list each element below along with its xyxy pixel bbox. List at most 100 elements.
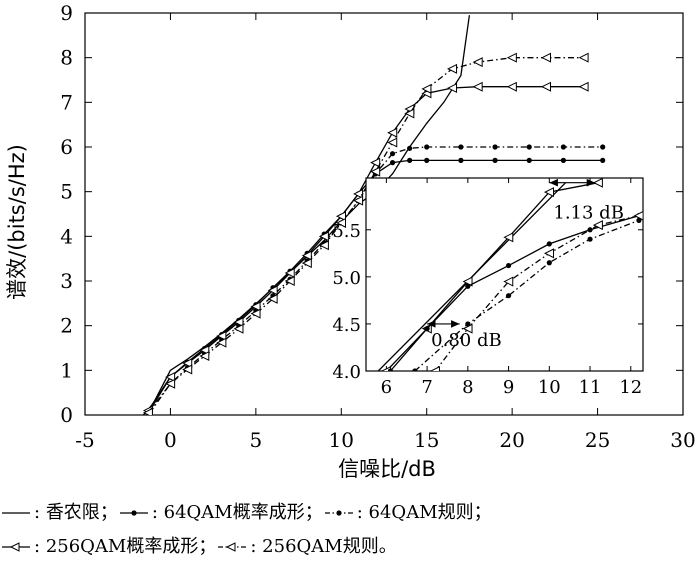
inset-data-point xyxy=(505,293,512,299)
main-y-tick-label: 9 xyxy=(60,1,73,25)
inset-data-point xyxy=(546,241,552,247)
annotation-label-1: 0.80 dB xyxy=(431,330,502,351)
main-y-tick-label: 2 xyxy=(60,314,73,338)
main-data-point xyxy=(318,231,329,242)
main-y-tick-label: 4 xyxy=(60,224,73,248)
main-data-point xyxy=(407,145,413,151)
inset-series-line xyxy=(414,219,640,371)
main-data-point xyxy=(578,52,589,63)
main-x-tick-label: 0 xyxy=(164,428,177,452)
legend-separator: ； xyxy=(99,502,118,523)
main-data-point xyxy=(335,217,346,228)
inset-series-line xyxy=(434,215,640,371)
inset-x-tick-label: 10 xyxy=(538,377,561,398)
inset-data-point xyxy=(429,365,440,371)
y-axis-label: 谱效/(bits/s/Hz) xyxy=(5,144,29,300)
main-y-tick-label: 1 xyxy=(60,358,73,382)
main-data-point xyxy=(424,157,430,163)
main-data-point xyxy=(216,337,227,348)
main-data-point xyxy=(182,358,193,369)
main-data-point xyxy=(506,52,517,63)
main-series-line xyxy=(149,146,603,414)
main-x-tick-label: -5 xyxy=(75,428,94,452)
inset-data-point xyxy=(636,217,642,223)
legend-line-1: : 香农限； : 64QAM概率成形； : 64QAM规则； xyxy=(0,496,700,530)
main-data-point xyxy=(540,52,552,63)
inset-series-3 xyxy=(429,210,643,371)
main-x-tick-label: 15 xyxy=(414,428,439,452)
inset-data-point xyxy=(465,321,471,327)
main-y-tick-label: 3 xyxy=(60,269,73,293)
main-data-point xyxy=(284,275,295,287)
main-y-tick-label: 0 xyxy=(60,403,73,427)
inset-y-tick-label: 5.0 xyxy=(332,268,361,289)
main-x-tick-label: 5 xyxy=(249,428,262,452)
legend-entry-256qam-reg: : 256QAM规则。 xyxy=(216,530,397,564)
main-data-point xyxy=(335,211,346,222)
main-data-point xyxy=(301,258,312,269)
legend-label-shannon: 香农限 xyxy=(45,502,100,523)
main-data-point xyxy=(267,293,278,304)
annotation-label-0: 1.13 dB xyxy=(553,203,624,224)
main-data-point xyxy=(284,267,295,278)
main-x-tick-label: 30 xyxy=(670,428,695,452)
inset-data-point xyxy=(465,283,471,289)
legend-swatch-dashdot-dot xyxy=(324,510,353,516)
main-data-point xyxy=(421,83,432,94)
inset-series-4 xyxy=(412,217,642,371)
main-data-point xyxy=(250,308,261,319)
main-data-point xyxy=(458,157,464,163)
main-y-tick-label: 6 xyxy=(60,135,73,159)
main-data-point xyxy=(370,157,381,168)
main-data-point xyxy=(233,317,244,328)
main-data-point xyxy=(216,330,227,341)
main-data-point xyxy=(404,108,415,119)
inset-data-point xyxy=(387,368,394,371)
legend-entry-64qam-reg: : 64QAM规则； xyxy=(323,496,492,530)
inset-data-point xyxy=(543,187,555,198)
main-data-point xyxy=(578,81,589,92)
main-data-point xyxy=(182,364,193,375)
inset-data-point xyxy=(503,276,514,287)
main-data-point xyxy=(447,63,458,74)
main-data-point xyxy=(407,157,413,163)
legend-label-64qam-ps: 64QAM概率成形 xyxy=(163,502,305,523)
main-data-point xyxy=(540,81,552,92)
inset-data-point xyxy=(592,178,603,188)
main-data-point xyxy=(600,144,606,150)
inset-data-point xyxy=(412,368,418,371)
legend-separator: ； xyxy=(304,502,323,523)
inset-x-tick-label: 9 xyxy=(503,377,514,398)
main-data-point xyxy=(199,351,210,362)
main-y-tick-label: 5 xyxy=(60,180,73,204)
main-y-tick-label: 7 xyxy=(60,90,73,114)
main-data-point xyxy=(165,372,176,383)
inset-y-tick-label: 4.0 xyxy=(332,362,361,383)
legend-swatch-solid xyxy=(2,512,30,514)
main-x-tick-label: 10 xyxy=(329,428,354,452)
legend-swatch-solid-dot xyxy=(119,510,148,516)
main-x-tick-label: 20 xyxy=(499,428,524,452)
main-data-point xyxy=(492,144,498,150)
main-data-point xyxy=(526,157,532,163)
legend-line-2: : 256QAM概率成形； : 256QAM规则。 xyxy=(0,530,700,564)
legend-label-64qam-reg: 64QAM规则 xyxy=(368,502,474,523)
main-data-point xyxy=(318,240,329,251)
legend-entry-256qam-ps: : 256QAM概率成形； xyxy=(0,530,216,564)
legend-swatch-solid-triangle xyxy=(2,542,30,552)
main-data-point xyxy=(560,157,567,163)
legend-label-256qam-reg: 256QAM规则 xyxy=(262,536,379,557)
main-data-point xyxy=(389,151,396,157)
inset-y-tick-label: 5.5 xyxy=(332,221,361,242)
inset-data-point xyxy=(424,326,430,332)
main-data-point xyxy=(526,144,532,150)
main-series-line xyxy=(147,57,584,414)
main-data-point xyxy=(165,378,176,389)
main-data-point xyxy=(233,323,244,334)
inset-x-tick-label: 8 xyxy=(462,377,473,398)
main-data-point xyxy=(447,83,458,94)
main-data-point xyxy=(472,57,483,68)
inset-data-point xyxy=(503,232,514,243)
inset-x-tick-label: 6 xyxy=(381,377,392,398)
